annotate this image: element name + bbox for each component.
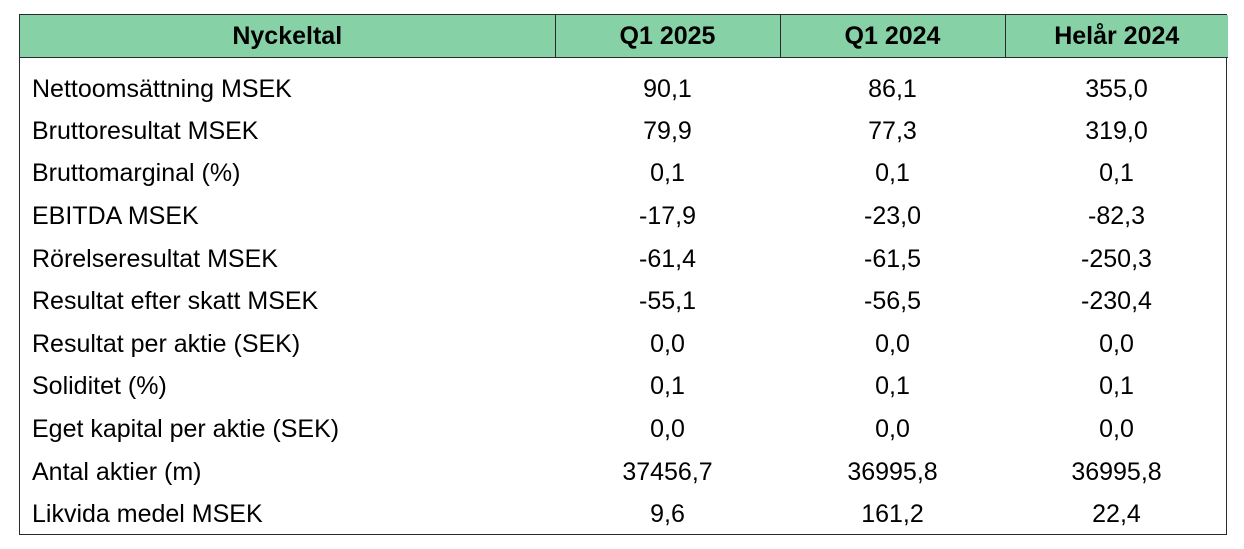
cell-q1-2025: 90,1 [643, 74, 692, 103]
row-label: Resultat efter skatt MSEK [32, 287, 319, 316]
table-row: Antal aktier (m) 37456,7 36995,8 36995,8 [20, 451, 1228, 494]
table-row: Soliditet (%) 0,1 0,1 0,1 [20, 366, 1228, 409]
cell-q1-2025: 37456,7 [622, 457, 713, 486]
key-figures-table-frame: Nyckeltal Q1 2025 Q1 2024 Helår 2024 Net… [19, 14, 1228, 536]
header-row: Nyckeltal Q1 2025 Q1 2024 Helår 2024 [20, 15, 1228, 58]
cell-helar-2024: 0,1 [1099, 159, 1134, 188]
table-row: Rörelseresultat MSEK -61,4 -61,5 -250,3 [20, 238, 1228, 281]
cell-q1-2025: 79,9 [643, 116, 692, 145]
header-nyckeltal: Nyckeltal [20, 15, 556, 58]
table-row: Eget kapital per aktie (SEK) 0,0 0,0 0,0 [20, 408, 1228, 451]
cell-q1-2024: 0,1 [875, 372, 910, 401]
table-row: Bruttoresultat MSEK 79,9 77,3 319,0 [20, 110, 1228, 153]
cell-q1-2025: -55,1 [639, 287, 696, 316]
cell-helar-2024: 319,0 [1085, 116, 1148, 145]
cell-helar-2024: 22,4 [1092, 500, 1141, 529]
cell-q1-2024: 0,0 [875, 414, 910, 443]
row-label: Likvida medel MSEK [32, 500, 263, 529]
row-label: Bruttomarginal (%) [32, 159, 241, 188]
cell-q1-2025: 9,6 [650, 500, 685, 529]
header-q1-2025: Q1 2025 [555, 15, 781, 58]
cell-q1-2024: -61,5 [864, 244, 921, 273]
cell-q1-2024: -23,0 [864, 201, 921, 230]
row-label: Antal aktier (m) [32, 457, 202, 486]
row-label: Nettoomsättning MSEK [32, 74, 292, 103]
table-header: Nyckeltal Q1 2025 Q1 2024 Helår 2024 [20, 15, 1228, 58]
table-row: EBITDA MSEK -17,9 -23,0 -82,3 [20, 195, 1228, 238]
cell-q1-2025: 0,0 [650, 329, 685, 358]
cell-q1-2025: 0,0 [650, 414, 685, 443]
key-figures-table: Nyckeltal Q1 2025 Q1 2024 Helår 2024 Net… [20, 15, 1228, 536]
row-label: Bruttoresultat MSEK [32, 116, 259, 145]
row-label: Eget kapital per aktie (SEK) [32, 414, 340, 443]
cell-helar-2024: -250,3 [1081, 244, 1152, 273]
cell-helar-2024: -230,4 [1081, 287, 1152, 316]
cell-q1-2025: -61,4 [639, 244, 696, 273]
cell-helar-2024: 355,0 [1085, 74, 1148, 103]
table-row: Nettoomsättning MSEK 90,1 86,1 355,0 [20, 58, 1228, 111]
table-body: Nettoomsättning MSEK 90,1 86,1 355,0 Bru… [20, 58, 1228, 536]
table-row: Resultat efter skatt MSEK -55,1 -56,5 -2… [20, 280, 1228, 323]
cell-q1-2024: 0,1 [875, 159, 910, 188]
header-q1-2024: Q1 2024 [780, 15, 1006, 58]
cell-q1-2024: 77,3 [868, 116, 917, 145]
cell-q1-2024: 86,1 [868, 74, 917, 103]
cell-helar-2024: -82,3 [1088, 201, 1145, 230]
cell-q1-2024: 0,0 [875, 329, 910, 358]
cell-q1-2025: -17,9 [639, 201, 696, 230]
row-label: EBITDA MSEK [32, 201, 199, 230]
row-label: Rörelseresultat MSEK [32, 244, 278, 273]
header-helar-2024: Helår 2024 [1005, 15, 1228, 58]
table-row: Resultat per aktie (SEK) 0,0 0,0 0,0 [20, 323, 1228, 366]
cell-q1-2024: -56,5 [864, 287, 921, 316]
cell-q1-2024: 36995,8 [847, 457, 938, 486]
table-row: Likvida medel MSEK 9,6 161,2 22,4 [20, 493, 1228, 536]
row-label: Resultat per aktie (SEK) [32, 329, 301, 358]
cell-helar-2024: 0,1 [1099, 372, 1134, 401]
cell-q1-2024: 161,2 [861, 500, 924, 529]
cell-q1-2025: 0,1 [650, 159, 685, 188]
table-row: Bruttomarginal (%) 0,1 0,1 0,1 [20, 153, 1228, 196]
cell-q1-2025: 0,1 [650, 372, 685, 401]
cell-helar-2024: 36995,8 [1071, 457, 1162, 486]
row-label: Soliditet (%) [32, 372, 167, 401]
cell-helar-2024: 0,0 [1099, 329, 1134, 358]
cell-helar-2024: 0,0 [1099, 414, 1134, 443]
